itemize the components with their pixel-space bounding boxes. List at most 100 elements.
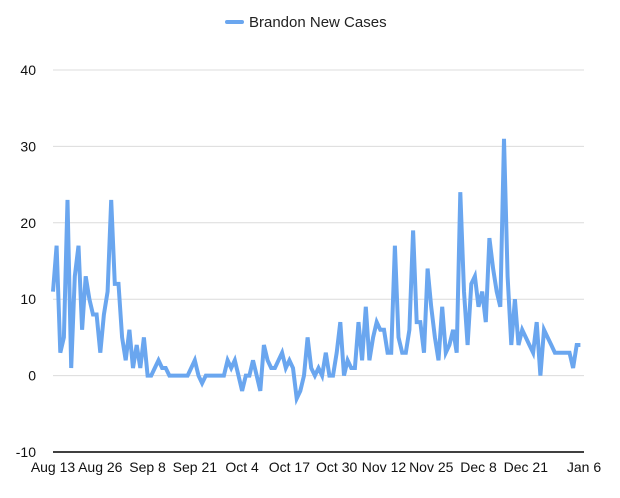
data-point — [317, 367, 320, 370]
data-point — [84, 275, 87, 278]
data-point — [328, 374, 331, 377]
data-point — [557, 351, 560, 354]
data-point — [270, 367, 273, 370]
data-point — [259, 389, 262, 392]
data-point — [62, 336, 65, 339]
data-point — [401, 351, 404, 354]
x-tick-label: Dec 8 — [460, 459, 497, 475]
x-tick-label: Nov 12 — [362, 459, 407, 475]
data-point — [546, 336, 549, 339]
data-point — [255, 374, 258, 377]
data-point — [441, 305, 444, 308]
data-point — [393, 244, 396, 247]
data-point — [310, 367, 313, 370]
data-point — [455, 351, 458, 354]
data-point — [222, 374, 225, 377]
data-point — [172, 374, 175, 377]
data-point — [415, 321, 418, 324]
data-point — [503, 137, 506, 140]
data-point — [437, 359, 440, 362]
data-point — [248, 374, 251, 377]
data-point — [299, 389, 302, 392]
data-point — [553, 351, 556, 354]
data-point — [99, 351, 102, 354]
data-point — [153, 367, 156, 370]
data-point — [481, 290, 484, 293]
data-point — [383, 328, 386, 331]
data-point — [390, 351, 393, 354]
data-point — [157, 359, 160, 362]
data-point — [252, 359, 255, 362]
data-point — [175, 374, 178, 377]
data-point — [212, 374, 215, 377]
legend-label: Brandon New Cases — [249, 14, 387, 31]
data-point — [408, 328, 411, 331]
data-point — [477, 305, 480, 308]
data-point — [463, 290, 466, 293]
data-point — [510, 344, 513, 347]
data-point — [470, 282, 473, 285]
data-point — [117, 282, 120, 285]
data-point — [182, 374, 185, 377]
data-point — [266, 359, 269, 362]
data-point — [288, 359, 291, 362]
x-tick-labels: Aug 13 Aug 26 Sep 8 Sep 21 Oct 4 Oct 17 Oct 30… — [31, 459, 602, 475]
data-point — [281, 351, 284, 354]
data-point — [95, 313, 98, 316]
data-point — [135, 344, 138, 347]
x-tick-label: Sep 8 — [129, 459, 166, 475]
data-point — [350, 367, 353, 370]
data-point — [186, 374, 189, 377]
data-point — [430, 305, 433, 308]
data-point — [579, 344, 582, 347]
data-point — [179, 374, 182, 377]
data-point — [343, 374, 346, 377]
data-point — [466, 344, 469, 347]
data-point — [404, 351, 407, 354]
data-point — [124, 359, 127, 362]
data-point — [564, 351, 567, 354]
data-point — [81, 328, 84, 331]
data-point — [412, 229, 415, 232]
data-point — [295, 397, 298, 400]
data-point — [150, 374, 153, 377]
x-tick-label: Aug 26 — [78, 459, 123, 475]
data-point — [495, 290, 498, 293]
x-tick-label: Sep 21 — [173, 459, 218, 475]
x-tick-label: Jan 6 — [567, 459, 601, 475]
data-point — [77, 244, 80, 247]
x-tick-label: Oct 17 — [269, 459, 310, 475]
data-point — [353, 367, 356, 370]
data-point — [110, 198, 113, 201]
data-point — [241, 389, 244, 392]
data-point — [66, 198, 69, 201]
y-tick-label: 10 — [20, 291, 36, 307]
y-tick-label: 20 — [20, 215, 36, 231]
data-point — [532, 351, 535, 354]
y-tick-label: 40 — [20, 62, 36, 78]
data-point — [121, 336, 124, 339]
data-point — [321, 374, 324, 377]
data-point — [237, 374, 240, 377]
data-point — [492, 267, 495, 270]
data-point — [459, 191, 462, 194]
data-point — [528, 344, 531, 347]
x-tick-label: Nov 25 — [409, 459, 454, 475]
data-point — [146, 374, 149, 377]
x-tick-label: Dec 21 — [504, 459, 549, 475]
data-point — [292, 367, 295, 370]
data-point — [273, 367, 276, 370]
data-point — [379, 328, 382, 331]
data-point — [142, 336, 145, 339]
data-point — [106, 290, 109, 293]
y-tick-label: 30 — [20, 138, 36, 154]
data-point — [488, 237, 491, 240]
data-point — [208, 374, 211, 377]
data-point — [521, 328, 524, 331]
data-point — [219, 374, 222, 377]
data-point — [113, 282, 116, 285]
data-point — [164, 367, 167, 370]
data-point — [535, 321, 538, 324]
x-tick-label: Oct 30 — [316, 459, 357, 475]
data-point — [161, 367, 164, 370]
